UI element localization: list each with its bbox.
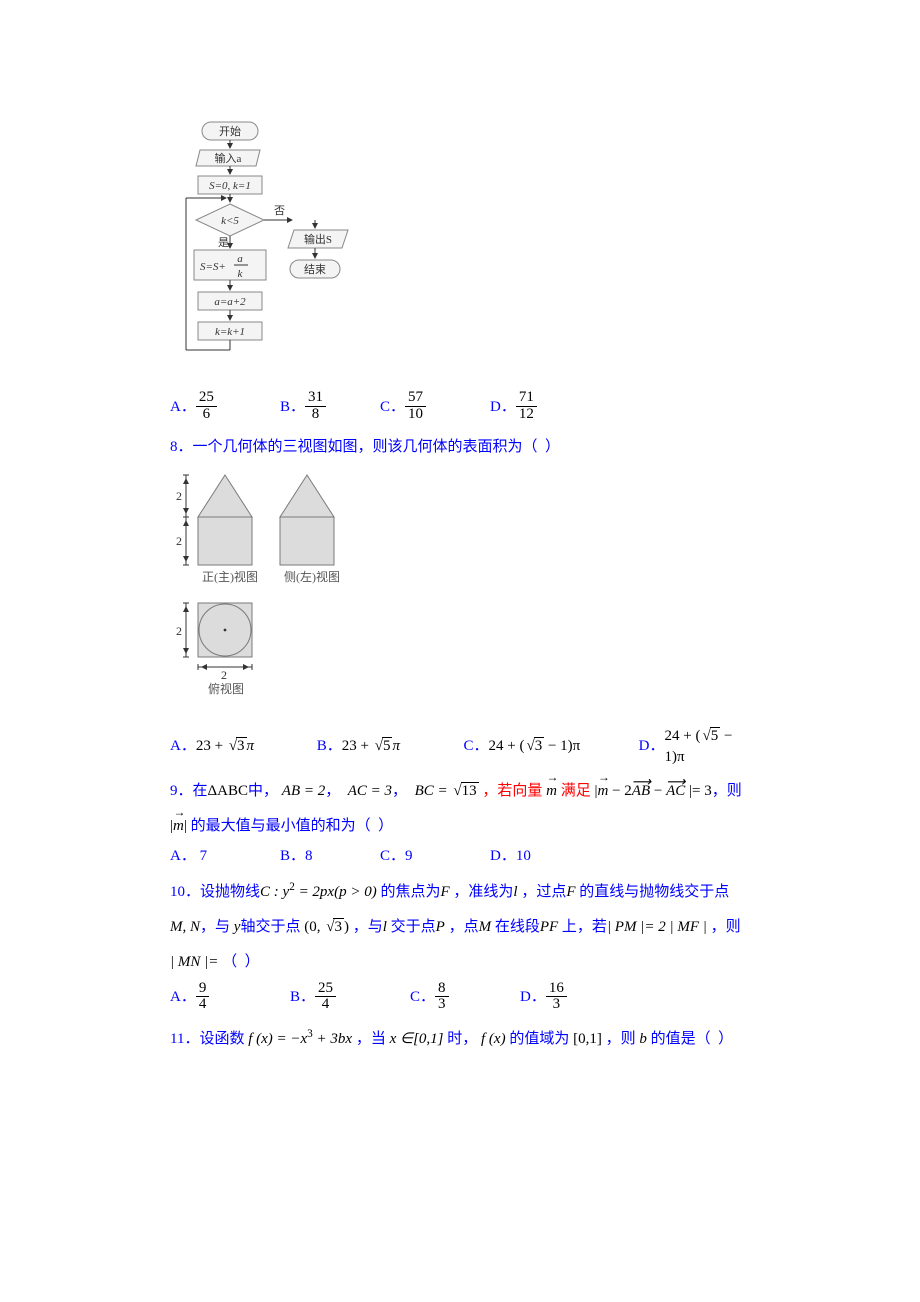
svg-text:a: a bbox=[237, 253, 243, 265]
q8-options: A． 23 + 3π B． 23 + 5π C． 24 + (3 − 1)π D… bbox=[170, 726, 750, 768]
q9-B: B．8 bbox=[280, 846, 380, 867]
svg-text:S=0, k=1: S=0, k=1 bbox=[209, 180, 251, 192]
q11-stem: 11．设函数 f (x) = −x3 + 3bx ，当 x ∈[0,1] 时， … bbox=[170, 1024, 750, 1053]
svg-text:输入a: 输入a bbox=[215, 151, 242, 165]
svg-text:侧(左)视图: 侧(左)视图 bbox=[284, 569, 340, 584]
q8-C-label: C． bbox=[464, 736, 489, 757]
q9-options: A． 7 B．8 C．9 D．10 bbox=[170, 846, 750, 867]
q9-C: C．9 bbox=[380, 846, 490, 867]
q7-B-label: B． bbox=[280, 397, 305, 418]
q10-B-label: B． bbox=[290, 987, 315, 1008]
q10-stem-2: M, N，与 y轴交于点 (0, 3) ，与l 交于点P ，点M 在线段PF 上… bbox=[170, 914, 750, 941]
q9-D: D．10 bbox=[490, 846, 531, 867]
q7-A-label: A． bbox=[170, 397, 196, 418]
svg-text:2: 2 bbox=[176, 489, 182, 503]
q10-stem-1: 10．设抛物线C : y2 = 2px(p > 0) 的焦点为F ，准线为l ，… bbox=[170, 877, 750, 906]
q10-stem-3: | MN |= （ ） bbox=[170, 949, 750, 976]
svg-text:俯视图: 俯视图 bbox=[208, 681, 244, 696]
svg-text:k<5: k<5 bbox=[221, 215, 239, 227]
q8-D-label: D． bbox=[639, 736, 665, 757]
q9-A: A． 7 bbox=[170, 846, 280, 867]
q8-B-label: B． bbox=[317, 736, 342, 757]
svg-text:2: 2 bbox=[221, 668, 227, 682]
svg-text:结束: 结束 bbox=[304, 263, 326, 276]
flow-start: 开始 bbox=[219, 124, 241, 138]
q10-D-label: D． bbox=[520, 987, 546, 1008]
q7-D-label: D． bbox=[490, 397, 516, 418]
svg-text:否: 否 bbox=[274, 205, 285, 217]
q7-options: A． 256 B． 318 C． 5710 D． 7112 bbox=[170, 391, 750, 424]
q9-stem: 9．在ΔABC中， AB = 2， AC = 3， BC = 13 ，若向量 m… bbox=[170, 778, 750, 805]
q8-A-label: A． bbox=[170, 736, 196, 757]
svg-text:输出S: 输出S bbox=[304, 232, 332, 246]
q8-stem: 8．一个几何体的三视图如图，则该几何体的表面积为（ ） bbox=[170, 434, 750, 461]
svg-text:2: 2 bbox=[176, 624, 182, 638]
svg-text:正(主)视图: 正(主)视图 bbox=[202, 569, 258, 584]
svg-text:a=a+2: a=a+2 bbox=[214, 296, 246, 308]
flowchart-figure: 开始 输入a S=0, k=1 k<5 是 否 输出S bbox=[180, 120, 750, 383]
q7-C-label: C． bbox=[380, 397, 405, 418]
svg-text:k=k+1: k=k+1 bbox=[215, 326, 245, 338]
svg-text:是: 是 bbox=[218, 236, 229, 249]
svg-text:2: 2 bbox=[176, 534, 182, 548]
q10-C-label: C． bbox=[410, 987, 435, 1008]
svg-text:S=S+: S=S+ bbox=[200, 261, 226, 273]
q10-A-label: A． bbox=[170, 987, 196, 1008]
three-views-figure: 2 2 正(主)视图 侧(左)视图 bbox=[170, 467, 750, 722]
q10-options: A． 94 B． 254 C． 83 D． 163 bbox=[170, 982, 750, 1015]
q9-stem-line2: |m| 的最大值与最小值的和为（ ） bbox=[170, 813, 750, 840]
